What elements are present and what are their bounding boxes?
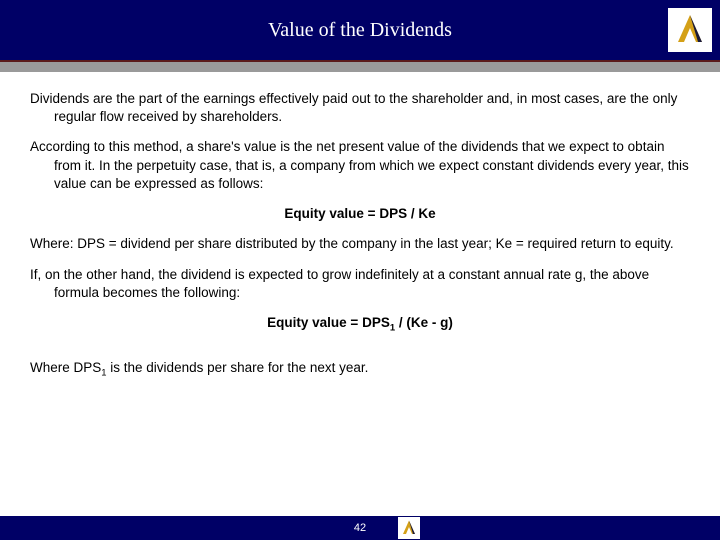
slide: Value of the Dividends Dividends are the… [0, 0, 720, 540]
formula-2: Equity value = DPS1 / (Ke - g) [30, 314, 690, 335]
sub-bar [0, 60, 720, 72]
slide-title: Value of the Dividends [268, 19, 452, 42]
p5-post: is the dividends per share for the next … [107, 360, 369, 375]
paragraph-5: Where DPS1 is the dividends per share fo… [30, 359, 690, 380]
formula-2-pre: Equity value = DPS [267, 315, 390, 330]
paragraph-3: Where: DPS = dividend per share distribu… [30, 235, 690, 253]
formula-1: Equity value = DPS / Ke [30, 205, 690, 223]
paragraph-2: According to this method, a share's valu… [30, 138, 690, 193]
paragraph-4: If, on the other hand, the dividend is e… [30, 266, 690, 302]
p5-pre: Where DPS [30, 360, 101, 375]
logo-box [668, 8, 712, 52]
page-number: 42 [354, 522, 366, 534]
slide-footer: 42 [0, 516, 720, 540]
slide-header: Value of the Dividends [0, 0, 720, 60]
content-area: Dividends are the part of the earnings e… [0, 72, 720, 516]
logo-icon [672, 12, 708, 48]
footer-logo-box [398, 517, 420, 539]
paragraph-1: Dividends are the part of the earnings e… [30, 90, 690, 126]
footer-logo-icon [400, 519, 418, 537]
formula-2-post: / (Ke - g) [395, 315, 453, 330]
